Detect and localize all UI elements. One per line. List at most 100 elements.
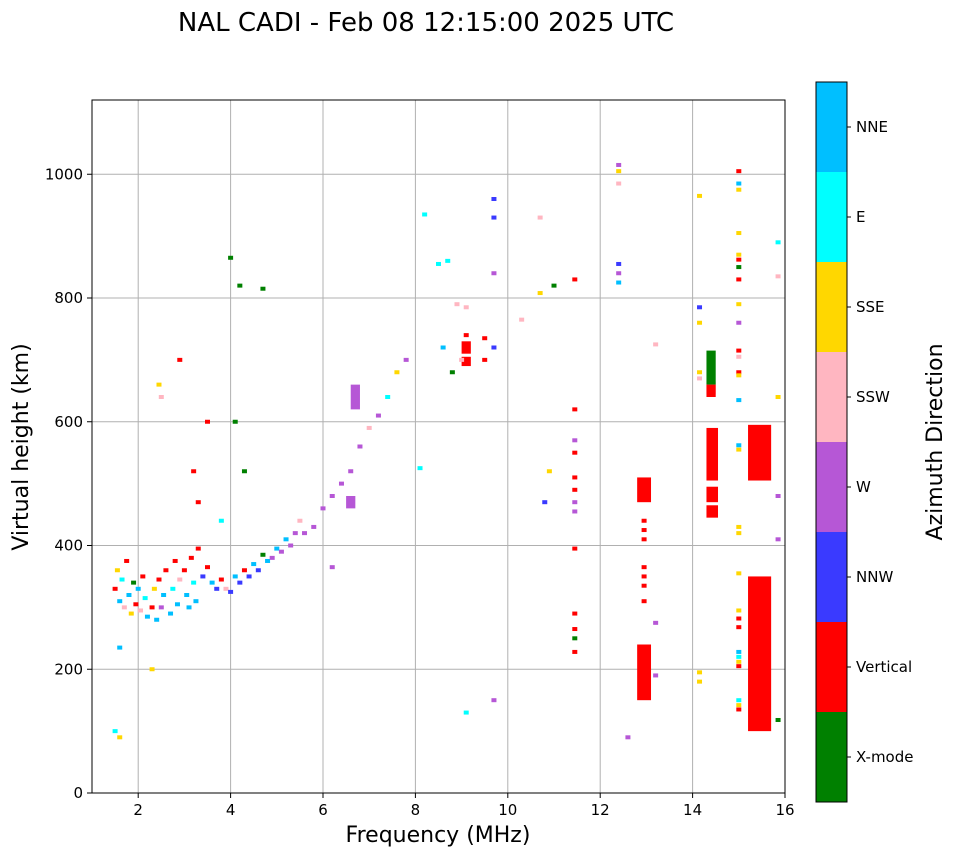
echo-point — [616, 261, 622, 266]
echo-point — [214, 586, 220, 591]
echo-point — [174, 602, 180, 607]
echo-point — [736, 277, 742, 282]
echo-point — [616, 271, 622, 276]
colorbar-segment — [816, 82, 847, 172]
echo-point — [491, 345, 497, 350]
echo-point — [572, 627, 578, 632]
echo-point — [158, 605, 164, 610]
echo-point — [218, 577, 224, 582]
echo-point — [135, 586, 141, 591]
echo-point — [736, 447, 742, 452]
echo-trace — [346, 496, 356, 509]
echo-point — [154, 617, 160, 622]
colorbar-segment — [816, 172, 847, 262]
echo-point — [641, 574, 647, 579]
echo-point — [641, 518, 647, 523]
echo-point — [463, 710, 469, 715]
echo-point — [537, 215, 543, 220]
echo-point — [616, 280, 622, 285]
echo-point — [128, 611, 134, 616]
echo-point — [482, 336, 488, 341]
echo-point — [616, 162, 622, 167]
echo-point — [440, 345, 446, 350]
echo-point — [329, 494, 335, 498]
echo-point — [491, 215, 497, 220]
colorbar-tick-label: Vertical — [856, 658, 912, 676]
echo-point — [736, 608, 742, 613]
echo-point — [121, 605, 127, 610]
echo-point — [149, 667, 155, 672]
y-tick-label: 0 — [73, 784, 83, 802]
echo-point — [697, 305, 703, 310]
colorbar-tick-label: W — [856, 478, 871, 496]
echo-point — [260, 552, 266, 557]
echo-point — [546, 469, 552, 474]
echo-point — [403, 357, 409, 362]
y-tick-label: 200 — [54, 660, 83, 678]
echo-point — [736, 703, 742, 708]
x-tick-label: 2 — [133, 801, 143, 819]
echo-point — [168, 611, 174, 616]
echo-point — [616, 169, 622, 174]
echo-trace — [706, 505, 719, 518]
echo-point — [454, 302, 460, 307]
echo-point — [161, 593, 167, 597]
echo-point — [641, 583, 647, 588]
echo-point — [131, 580, 137, 585]
echo-point — [274, 546, 280, 551]
echo-point — [653, 620, 659, 625]
echo-point — [449, 370, 455, 375]
echo-point — [736, 181, 742, 186]
echo-point — [463, 333, 469, 338]
echo-point — [288, 543, 294, 548]
y-tick-label: 400 — [54, 537, 83, 555]
echo-point — [736, 659, 742, 664]
echo-point — [394, 370, 400, 375]
echo-point — [697, 193, 703, 198]
echo-point — [140, 574, 146, 579]
echo-point — [641, 599, 647, 604]
echo-point — [736, 524, 742, 529]
echo-point — [172, 558, 178, 563]
echo-point — [255, 568, 261, 573]
echo-point — [302, 531, 308, 536]
echo-point — [218, 518, 224, 523]
x-tick-label: 12 — [591, 801, 610, 819]
echo-point — [338, 481, 344, 486]
y-tick-label: 600 — [54, 413, 83, 431]
echo-point — [736, 654, 742, 659]
colorbar-segment — [816, 622, 847, 712]
echo-point — [697, 679, 703, 684]
echo-point — [775, 240, 781, 245]
echo-point — [241, 568, 247, 573]
echo-point — [138, 608, 144, 613]
echo-point — [572, 407, 578, 412]
echo-point — [736, 373, 742, 378]
echo-point — [151, 586, 157, 591]
echo-point — [112, 729, 118, 734]
echo-point — [736, 571, 742, 576]
echo-point — [112, 586, 118, 591]
colorbar-segment — [816, 532, 847, 622]
echo-trace — [637, 477, 652, 503]
echo-point — [775, 274, 781, 279]
echo-point — [736, 252, 742, 257]
echo-point — [572, 611, 578, 616]
echo-point — [572, 546, 578, 551]
echo-point — [519, 317, 525, 322]
echo-point — [348, 469, 354, 474]
x-tick-label: 4 — [226, 801, 236, 819]
echo-point — [193, 599, 199, 604]
colorbar-tick-label: SSW — [856, 388, 890, 406]
colorbar: X-mode Vertical NNW W SSW SSE E NNE — [815, 81, 913, 803]
echo-point — [572, 450, 578, 455]
echo-point — [117, 599, 123, 604]
echo-trace — [461, 341, 471, 354]
echo-point — [357, 444, 363, 449]
echo-point — [736, 616, 742, 621]
echo-point — [641, 537, 647, 542]
echo-point — [775, 717, 781, 722]
chart-title: NAL CADI - Feb 08 12:15:00 2025 UTC — [178, 8, 674, 38]
colorbar-tick-label: NNE — [856, 118, 888, 136]
echo-point — [366, 425, 372, 430]
